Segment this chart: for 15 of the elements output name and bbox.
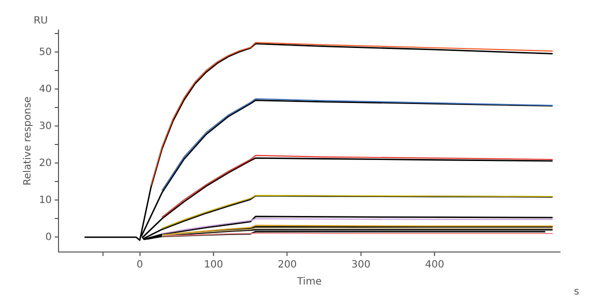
x-tick-label: 0 [136,260,143,271]
text: s [574,286,580,298]
y-tick-label: 50 [38,46,52,58]
x-axis-title: Time [296,276,322,288]
y-axis-title: Relative response [22,96,34,186]
y-tick-label: 30 [38,120,52,132]
y-tick-label: 40 [38,84,52,95]
y-tick-label: 0 [45,232,52,243]
y-tick-label: 20 [38,158,52,169]
y-tick-label: 10 [38,194,52,206]
text: RU [34,16,48,27]
x-tick-label: 100 [204,260,224,271]
x-tick-label: 300 [351,260,371,271]
x-tick-label: 200 [278,260,297,271]
x-tick-label: 400 [425,260,444,271]
